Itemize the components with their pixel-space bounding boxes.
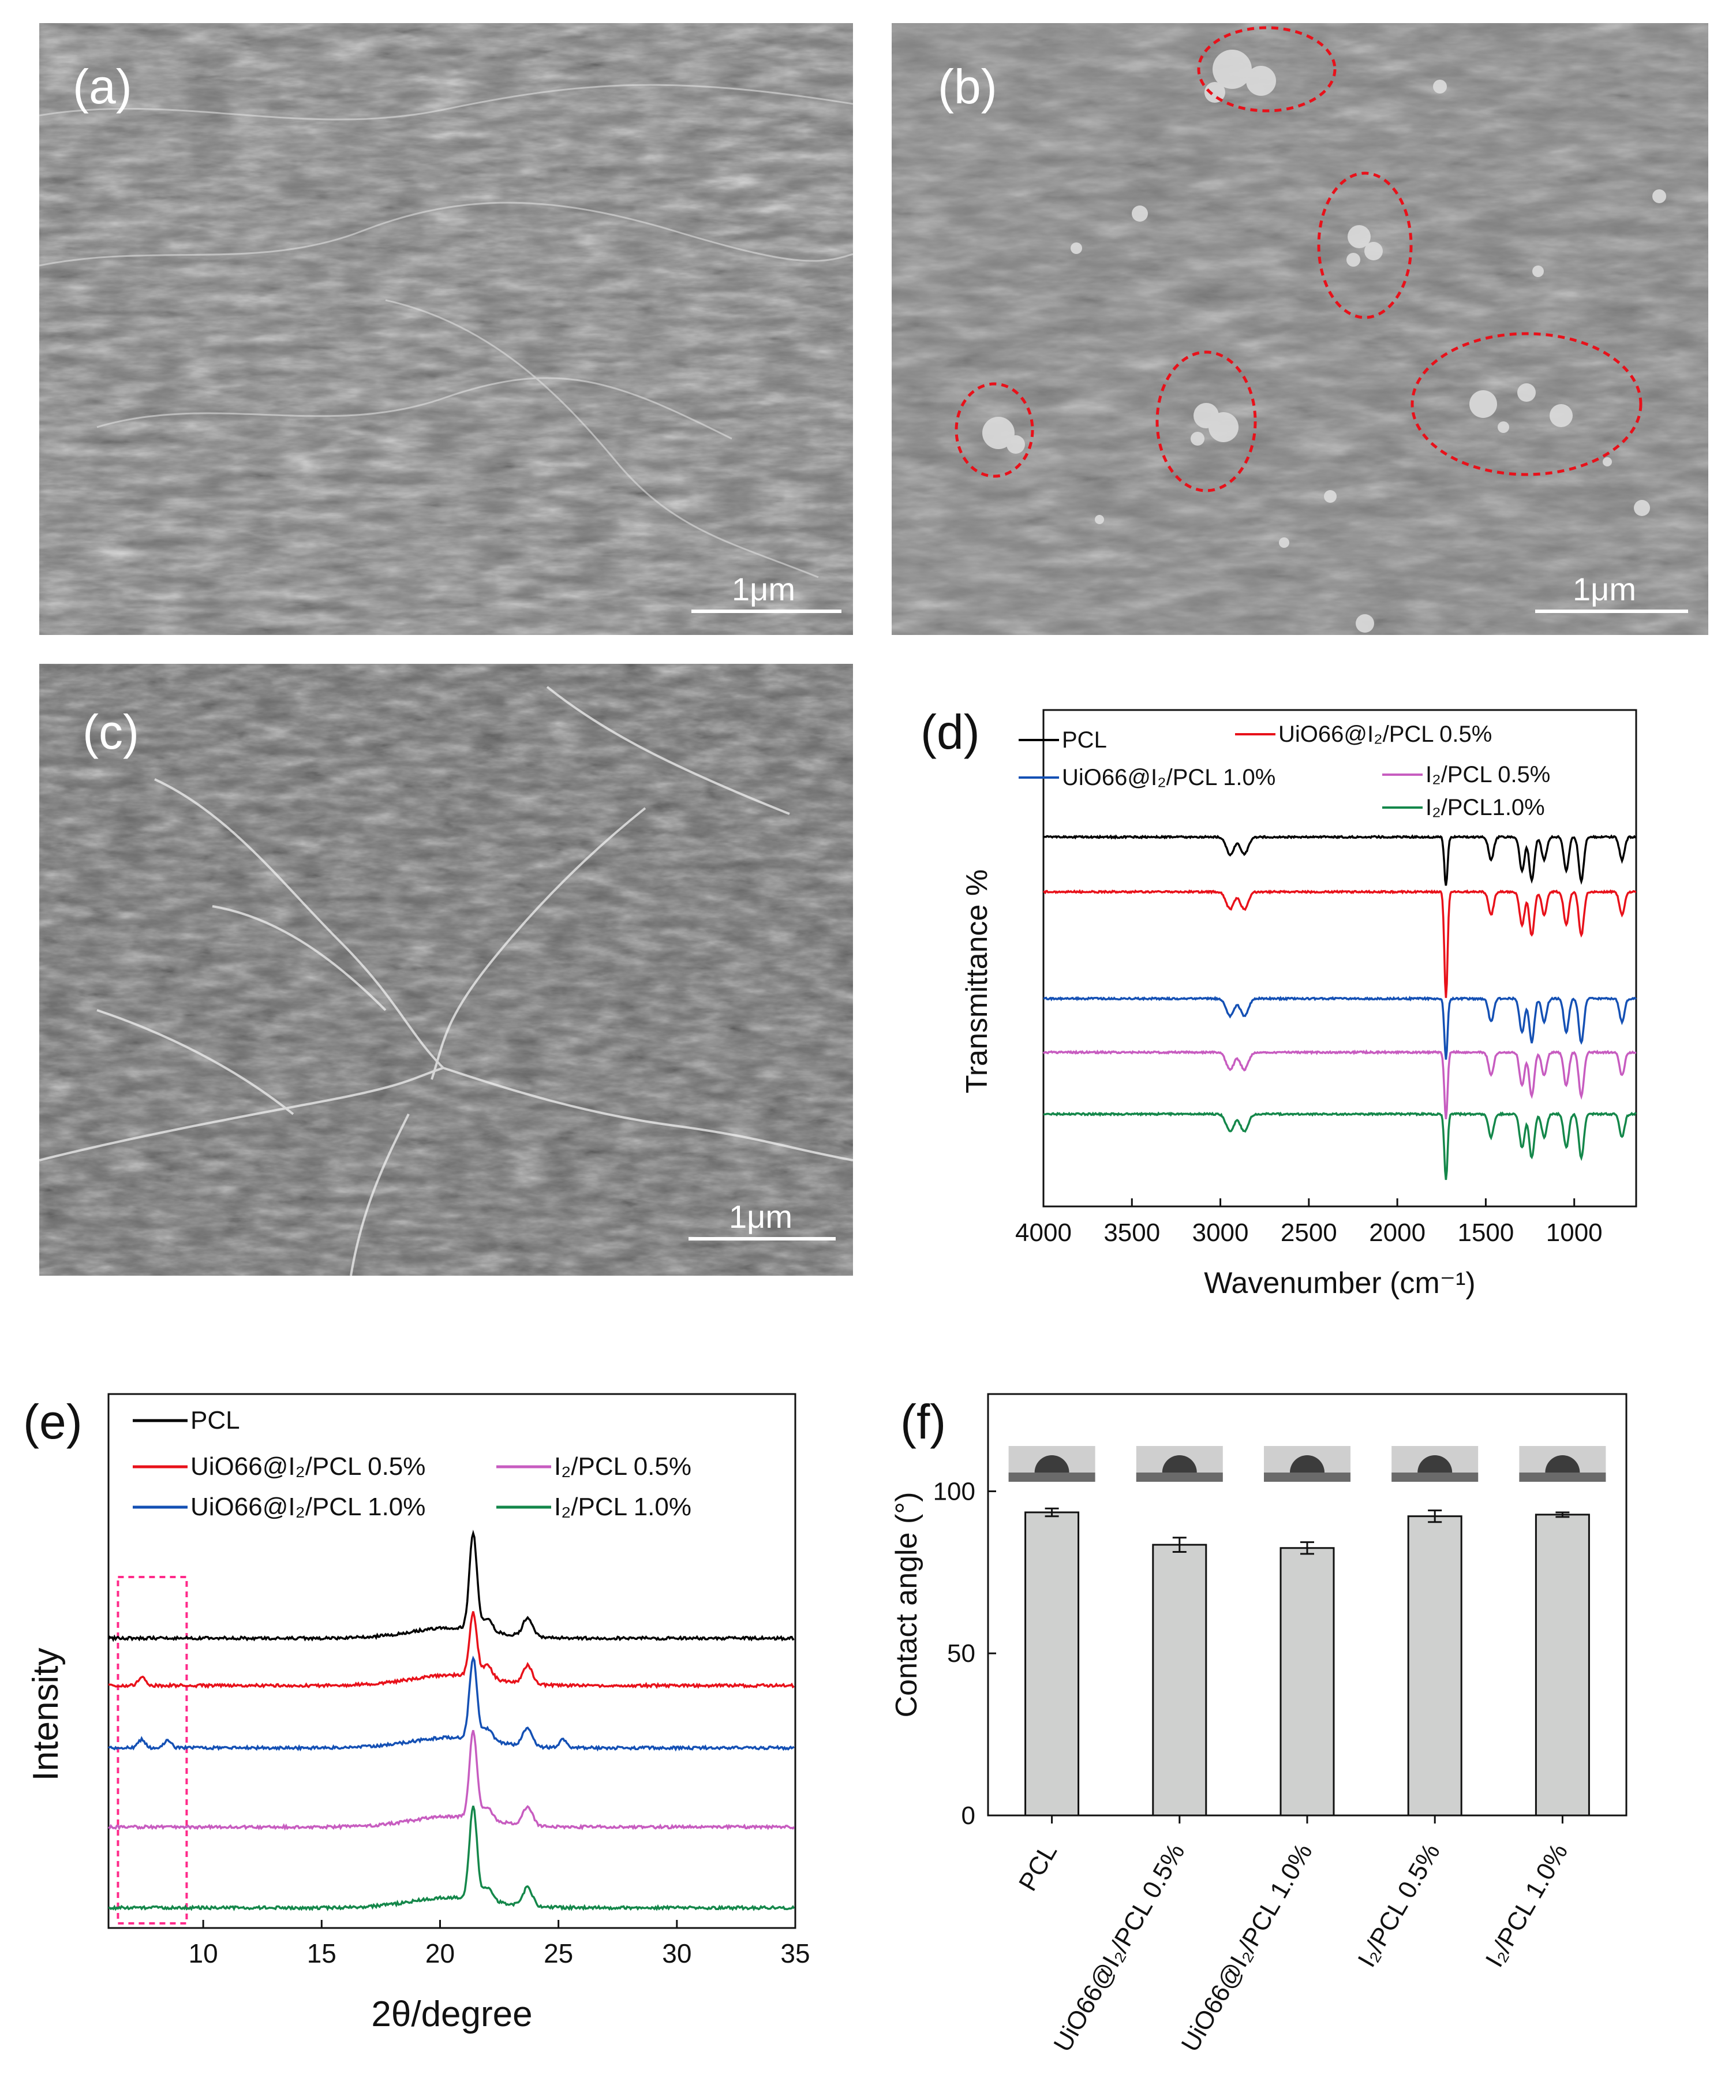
scalebar-label-c: 1μm (729, 1198, 793, 1235)
x-tick-label: UiO66@I₂/PCL 0.5% (1048, 1839, 1190, 2057)
bar (1024, 1511, 1080, 1817)
droplet-image (1136, 1446, 1223, 1482)
legend-label: UiO66@I₂/PCL 0.5% (190, 1452, 425, 1481)
scalebar-label-a: 1μm (732, 571, 796, 607)
x-tick-label: 20 (425, 1938, 455, 1968)
droplet-substrate (1264, 1473, 1350, 1482)
bar (1407, 1515, 1462, 1817)
highlight-ellipses-b (955, 26, 1643, 492)
x-tick-label: 1000 (1546, 1219, 1603, 1247)
series-line (108, 1656, 795, 1752)
x-tick-label: 4000 (1015, 1219, 1072, 1247)
x-tick-label: 30 (662, 1938, 691, 1968)
x-axis-label: Wavenumber (cm⁻¹) (1204, 1266, 1475, 1300)
scalebar-a (691, 610, 841, 613)
panel-label-f: (f) (900, 1395, 946, 1449)
x-tick-label: 2500 (1281, 1219, 1337, 1247)
series-line (107, 1529, 795, 1642)
sem-texture-b (892, 23, 1708, 635)
ftir-chart: 4000 3500 3000 2500 2000 1500 1000 Wavenumber (… (960, 709, 1637, 1300)
series-line (1043, 995, 1637, 1060)
panel-label-c: (c) (83, 705, 139, 759)
droplet (1034, 1455, 1069, 1473)
plot-frame (107, 1393, 796, 1929)
legend-label: I₂/PCL1.0% (1426, 795, 1545, 820)
droplet (1162, 1455, 1197, 1473)
droplet-image (1264, 1446, 1350, 1482)
legend-label: I₂/PCL 0.5% (1426, 762, 1550, 787)
x-tick-label: 2000 (1369, 1219, 1426, 1247)
droplet-substrate (1391, 1473, 1479, 1482)
series-line (108, 1806, 795, 1912)
chart-panel-d: (d) 4000 3500 3000 2500 2000 1500 1000 Wavenumb… (889, 664, 1720, 1328)
y-axis-label: Transmittance % (960, 869, 994, 1093)
y-axis-label: Contact angle (°) (890, 1492, 923, 1718)
highlight-box (117, 1576, 188, 1925)
sem-texture-a (39, 23, 853, 635)
x-tick-label: 3500 (1103, 1219, 1160, 1247)
x-tick-label: 10 (189, 1938, 218, 1968)
panel-label-e: (e) (23, 1395, 83, 1449)
x-tick-label: UiO66@I₂/PCL 1.0% (1176, 1839, 1318, 2057)
sem-image-a: (a) 1μm (39, 23, 853, 635)
x-tick-label: 1500 (1457, 1219, 1514, 1247)
legend-label: I₂/PCL 1.0% (554, 1493, 691, 1521)
droplet (1417, 1455, 1453, 1473)
legend-label: UiO66@I₂/PCL 1.0% (190, 1493, 425, 1521)
panel-label-d: (d) (921, 705, 980, 759)
xrd-chart: 10 15 20 25 30 35 2θ/degree Intensity PCL UiO66@I… (26, 1393, 810, 2034)
panel-label-b: (b) (938, 59, 997, 114)
series-line (1043, 1111, 1637, 1180)
y-axis-label: Intensity (26, 1648, 66, 1781)
chart-panel-f: (f) 0 50 100 Contact angle (°) PCL UiO66@I₂/P… (866, 1368, 1731, 2095)
bar (1152, 1544, 1207, 1817)
droplet-image (1391, 1446, 1479, 1482)
sem-image-b: (b) 1μm (892, 23, 1708, 635)
legend-label: PCL (190, 1406, 240, 1434)
droplet-substrate (1008, 1473, 1095, 1482)
x-tick-label: I₂/PCL 0.5% (1352, 1839, 1445, 1972)
x-axis-label: 2θ/degree (371, 1994, 532, 2034)
droplet-image (1008, 1446, 1095, 1482)
droplet (1290, 1455, 1325, 1473)
x-tick-label: I₂/PCL 1.0% (1480, 1839, 1573, 1972)
particles-b (982, 50, 1666, 633)
droplet (1545, 1455, 1580, 1473)
series-line (108, 1611, 795, 1689)
series-line (1042, 1049, 1636, 1119)
y-tick-label: 100 (933, 1477, 975, 1505)
sem-image-c: (c) 1μm (39, 664, 853, 1276)
scalebar-c (689, 1237, 836, 1240)
x-tick-label: 35 (780, 1938, 810, 1968)
plot-frame (1042, 709, 1637, 1208)
x-tick-label: 15 (307, 1938, 336, 1968)
series-line (107, 1730, 795, 1831)
legend-label: I₂/PCL 0.5% (554, 1452, 691, 1481)
scalebar-b (1535, 610, 1688, 613)
legend-label: PCL (1062, 727, 1107, 753)
droplet-image (1519, 1446, 1606, 1482)
scalebar-label-b: 1μm (1573, 571, 1637, 607)
series-line (1043, 834, 1637, 886)
legend-label: UiO66@I₂/PCL 0.5% (1278, 722, 1492, 747)
panel-label-a: (a) (73, 59, 132, 114)
x-tick-label: 3000 (1192, 1219, 1249, 1247)
bar (1279, 1547, 1335, 1817)
droplet-substrate (1519, 1473, 1606, 1482)
x-tick-label: PCL (1013, 1839, 1062, 1896)
series-line (1043, 889, 1636, 998)
y-tick-label: 0 (961, 1802, 975, 1830)
chart-panel-e: (e) 10 15 20 25 30 35 2θ/degree Intensity PCL UiO… (0, 1368, 831, 2095)
legend-label: UiO66@I₂/PCL 1.0% (1062, 765, 1275, 790)
sem-texture-c (39, 664, 853, 1276)
y-tick-label: 50 (947, 1639, 975, 1668)
droplet-substrate (1136, 1473, 1223, 1482)
x-tick-label: 25 (544, 1938, 573, 1968)
bar (1535, 1514, 1590, 1817)
